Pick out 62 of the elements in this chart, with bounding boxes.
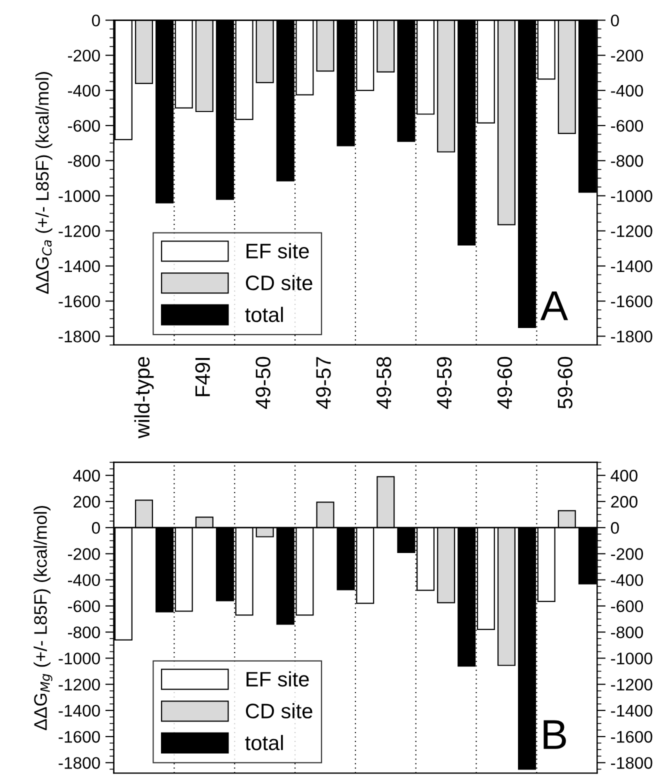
y2-tick-label: 400 (610, 470, 638, 482)
y-tick-label: -1800 (58, 330, 100, 342)
y2-tick-label: -800 (611, 155, 643, 167)
x-tick-label: 49-58 (376, 357, 392, 409)
y2-tick-label: -400 (611, 574, 643, 586)
y-tick-label: 400 (73, 470, 100, 482)
x-tick-label: 49-60 (497, 356, 512, 409)
y-tick-label: -1400 (58, 260, 100, 272)
y2-tick-label: -1400 (611, 260, 652, 272)
x-tick-label: 49-57 (316, 357, 331, 409)
y-axis-title: ΔΔG$_{Ca}$ (+/- L85F) (kcal/mol) (35, 72, 52, 294)
y-tick-label: -1200 (58, 225, 100, 238)
x-tick-label: 59-60 (558, 356, 572, 409)
y2-tick-label: -400 (611, 84, 643, 97)
y2-tick-label: -1800 (611, 757, 652, 769)
y-tick-label: 0 (92, 522, 100, 534)
y-tick-label: -1800 (58, 757, 100, 769)
y2-tick-label: -1600 (611, 730, 652, 743)
y-tick-label: -1400 (58, 704, 100, 717)
y2-tick-label: -1000 (611, 190, 652, 202)
y-tick-label: -400 (68, 574, 100, 586)
x-tick-label: F49I (195, 358, 210, 396)
y2-tick-label: -800 (611, 626, 643, 638)
y-tick-label: -600 (68, 600, 100, 612)
y-tick-label: -1600 (58, 296, 100, 308)
y-tick-label: -800 (68, 155, 100, 167)
y-tick-label: -800 (68, 626, 100, 638)
y-tick-label: -400 (68, 84, 100, 97)
legend-label: total (245, 734, 283, 750)
legend-label: CD site (246, 703, 312, 718)
legend-label: EF site (246, 671, 309, 687)
y2-tick-label: -1200 (611, 225, 652, 238)
y-tick-label: 200 (74, 496, 100, 508)
y2-tick-label: -1000 (611, 652, 652, 664)
y2-tick-label: -600 (611, 600, 643, 612)
y2-tick-label: -1200 (611, 678, 652, 691)
y-tick-label: -200 (68, 548, 100, 560)
y-tick-label: 0 (92, 14, 100, 26)
y2-tick-label: -1600 (611, 296, 652, 308)
annotation: A (540, 291, 568, 320)
y-tick-label: -1000 (58, 652, 100, 664)
y-axis-title: ΔΔG$_{Mg}$ (+/- L85F) (kcal/mol) (34, 506, 52, 730)
annotation: B (544, 720, 566, 749)
y-tick-label: -200 (68, 50, 100, 62)
y2-tick-label: -600 (611, 120, 643, 132)
y2-tick-label: -1800 (611, 330, 652, 342)
x-tick-label: wild-type (134, 357, 154, 438)
y2-tick-label: 0 (610, 522, 619, 534)
y2-tick-label: 0 (610, 14, 619, 26)
legend-label: total (245, 306, 283, 322)
x-tick-label: 49-59 (436, 357, 452, 409)
y2-tick-label: -200 (611, 50, 643, 62)
y-tick-label: -1000 (58, 190, 100, 202)
y2-tick-label: 200 (611, 496, 638, 508)
x-tick-label: 49-50 (256, 356, 270, 409)
legend-label: EF site (246, 243, 309, 258)
legend-label: CD site (246, 274, 312, 290)
y-tick-label: -1200 (58, 678, 100, 691)
y-tick-label: -600 (68, 120, 100, 132)
y-tick-label: -1600 (58, 730, 100, 743)
y2-tick-label: -1400 (611, 704, 652, 717)
y2-tick-label: -200 (611, 548, 643, 560)
